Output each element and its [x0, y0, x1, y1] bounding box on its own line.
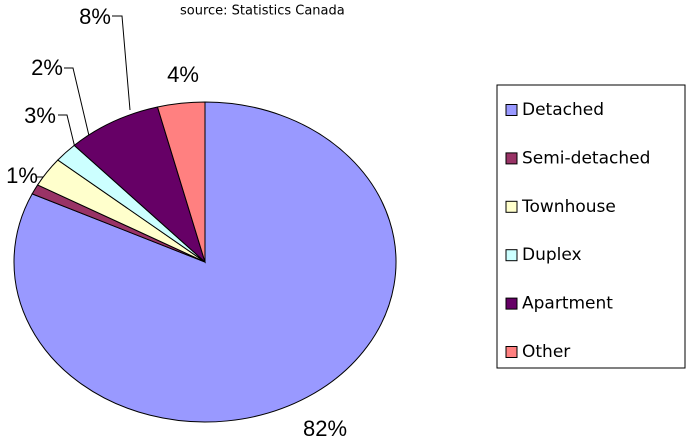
legend-label: Detached [522, 100, 604, 120]
legend-swatch [505, 200, 518, 213]
data-label: 3% [24, 103, 56, 128]
data-label: 2% [31, 55, 63, 80]
data-label: 82% [303, 416, 347, 441]
legend-label: Other [522, 342, 570, 362]
legend-swatch [505, 346, 518, 358]
leader-line [58, 114, 77, 153]
data-label: 8% [79, 4, 111, 29]
chart-subtitle: source: Statistics Canada [180, 4, 345, 19]
legend-label: Semi-detached [522, 148, 650, 168]
legend-swatch [505, 152, 518, 165]
legend-swatch [505, 104, 518, 116]
legend-swatch [505, 249, 518, 262]
legend-label: Townhouse [521, 197, 616, 217]
leader-line [112, 15, 131, 111]
pie-slice [73, 106, 207, 264]
data-label: 4% [167, 62, 199, 87]
legend-label: Apartment [522, 294, 613, 314]
legend-label: Duplex [522, 245, 582, 265]
pie-slice [156, 101, 206, 263]
leader-line [64, 67, 91, 141]
legend-swatch [505, 297, 518, 310]
data-label: 1% [6, 163, 38, 188]
legend-box [496, 84, 686, 369]
